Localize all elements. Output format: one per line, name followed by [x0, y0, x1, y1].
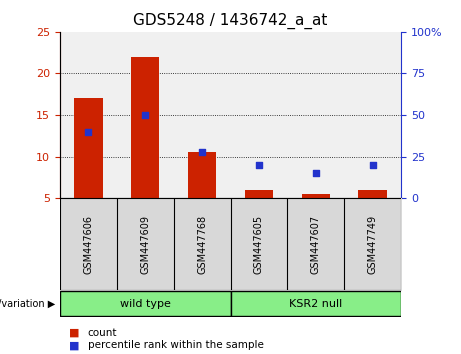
- Text: GSM447605: GSM447605: [254, 215, 264, 274]
- Text: GSM447607: GSM447607: [311, 215, 321, 274]
- Text: ■: ■: [69, 328, 80, 338]
- Point: [85, 129, 92, 135]
- Text: GSM447749: GSM447749: [367, 215, 378, 274]
- Bar: [188, 153, 216, 198]
- Point: [142, 112, 149, 118]
- Text: genotype/variation ▶: genotype/variation ▶: [0, 298, 55, 309]
- Text: percentile rank within the sample: percentile rank within the sample: [88, 340, 264, 350]
- Bar: [131, 57, 160, 198]
- Bar: [301, 194, 330, 198]
- Text: GSM447768: GSM447768: [197, 215, 207, 274]
- Text: ■: ■: [69, 340, 80, 350]
- Text: GDS5248 / 1436742_a_at: GDS5248 / 1436742_a_at: [133, 12, 328, 29]
- FancyBboxPatch shape: [230, 291, 401, 316]
- Point: [312, 171, 319, 176]
- FancyBboxPatch shape: [60, 291, 230, 316]
- Bar: [74, 98, 102, 198]
- Text: count: count: [88, 328, 117, 338]
- Bar: [358, 190, 387, 198]
- Text: GSM447606: GSM447606: [83, 215, 94, 274]
- Point: [369, 162, 376, 168]
- Bar: [245, 190, 273, 198]
- Text: KSR2 null: KSR2 null: [289, 298, 343, 309]
- Point: [198, 149, 206, 154]
- Point: [255, 162, 263, 168]
- Text: wild type: wild type: [120, 298, 171, 309]
- Text: GSM447609: GSM447609: [140, 215, 150, 274]
